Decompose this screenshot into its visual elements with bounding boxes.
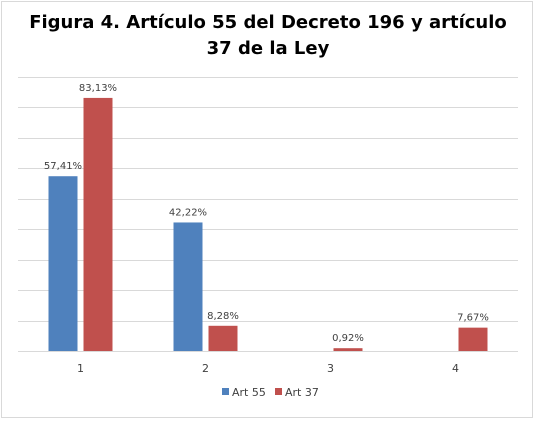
- chart-title: Figura 4. Artículo 55 del Decreto 196 y …: [0, 10, 536, 62]
- data-labels: 57,41% 83,13% 42,22% 8,28% 0,92% 7,67%: [44, 83, 489, 344]
- x-tick-label: 1: [77, 362, 84, 375]
- data-label: 42,22%: [169, 207, 207, 218]
- bar-art-37: [83, 97, 113, 351]
- legend-label: Art 37: [285, 386, 319, 399]
- bar-art-37: [333, 348, 363, 351]
- chart-title-line-1: Figura 4. Artículo 55 del Decreto 196 y …: [29, 12, 507, 33]
- bar-art-55: [173, 222, 203, 351]
- bars: [48, 97, 488, 351]
- bar-art-37: [458, 327, 488, 351]
- chart-title-line-2: 37 de la Ley: [206, 38, 330, 59]
- data-label: 8,28%: [207, 311, 239, 322]
- x-tick-label: 3: [327, 362, 334, 375]
- legend-swatch: [275, 388, 282, 395]
- legend: Art 55 Art 37: [222, 386, 319, 399]
- legend-swatch: [222, 388, 229, 395]
- x-tick-labels: 1 2 3 4: [77, 362, 459, 375]
- bar-art-55: [48, 176, 78, 351]
- data-label: 83,13%: [79, 83, 117, 94]
- data-label: 57,41%: [44, 161, 82, 172]
- data-label: 0,92%: [332, 333, 364, 344]
- x-tick-label: 4: [452, 362, 459, 375]
- x-tick-label: 2: [202, 362, 209, 375]
- bar-art-37: [208, 325, 238, 351]
- legend-label: Art 55: [232, 386, 266, 399]
- data-label: 7,67%: [457, 313, 489, 324]
